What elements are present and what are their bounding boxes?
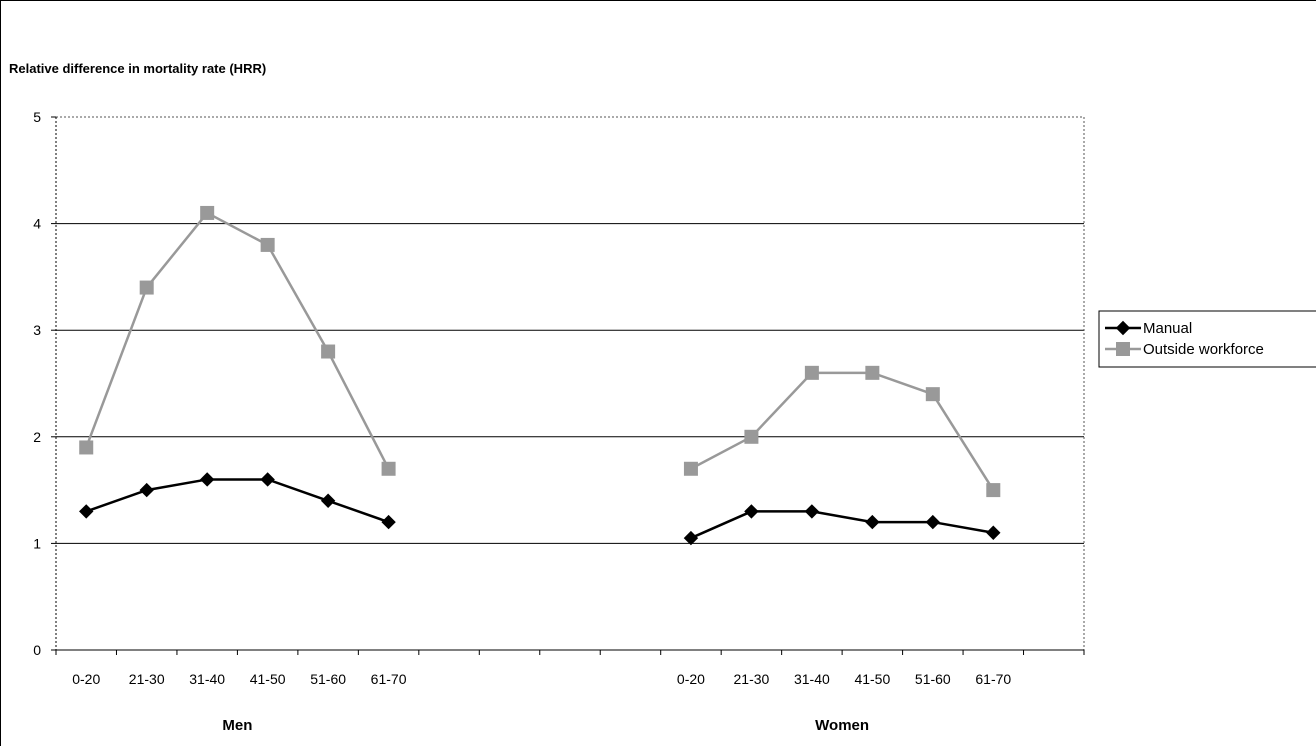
data-point	[321, 344, 336, 359]
grid-lines	[56, 223, 1084, 544]
x-tick-label: 0-20	[677, 671, 705, 687]
data-point	[79, 504, 94, 519]
y-axis-title: Relative difference in mortality rate (H…	[9, 61, 266, 76]
group-label: Women	[815, 717, 869, 734]
series-line	[85, 211, 390, 470]
series-outside-workforce	[79, 205, 396, 476]
series-line	[690, 510, 994, 540]
legend-marker	[1116, 342, 1130, 356]
x-tick-label: 51-60	[310, 671, 346, 687]
legend: Manual Outside workforce	[1098, 310, 1316, 368]
data-point	[865, 514, 880, 530]
data-point	[744, 429, 759, 444]
series-manual	[683, 504, 1001, 546]
series-manual	[79, 472, 396, 530]
data-point	[260, 237, 275, 252]
data-point	[925, 387, 940, 402]
data-point	[804, 365, 819, 380]
data-point	[865, 365, 880, 380]
data-point	[683, 461, 698, 476]
series-line	[85, 478, 390, 524]
axes	[51, 116, 1085, 655]
x-tick-label: 61-70	[975, 671, 1011, 687]
legend-box	[1098, 310, 1316, 368]
legend-label: Manual	[1143, 320, 1192, 337]
y-tick-label: 3	[33, 322, 41, 338]
x-tick-label: 41-50	[854, 671, 890, 687]
data-point	[381, 514, 396, 530]
y-tick-label: 2	[33, 429, 41, 445]
series-line	[690, 371, 995, 491]
data-point	[804, 504, 820, 519]
axis-labels: 0 1 2 3 4 5 0-20 21-30 31-40 41-50 51-60 61-70 Men 0-…	[33, 109, 1011, 734]
data-point	[79, 440, 94, 455]
y-tick-label: 0	[33, 642, 41, 658]
data-point	[986, 483, 1001, 498]
data-point	[139, 280, 154, 295]
x-tick-label: 61-70	[371, 671, 407, 687]
data-point	[744, 504, 759, 519]
data-point	[925, 514, 941, 530]
data-point	[260, 472, 275, 487]
y-tick-label: 4	[33, 216, 41, 232]
data-point	[986, 525, 1001, 540]
x-tick-label: 31-40	[189, 671, 225, 687]
x-tick-label: 0-20	[72, 671, 100, 687]
data-point	[683, 530, 699, 546]
x-tick-label: 51-60	[915, 671, 951, 687]
data-point	[381, 461, 396, 476]
x-tick-label: 21-30	[129, 671, 165, 687]
legend-label: Outside workforce	[1143, 341, 1264, 358]
data-point	[200, 205, 215, 220]
y-tick-label: 1	[33, 535, 41, 551]
x-tick-label: 31-40	[794, 671, 830, 687]
legend-marker	[1115, 320, 1131, 336]
x-tick-label: 41-50	[250, 671, 286, 687]
series-outside-workforce	[683, 365, 1001, 498]
group-label: Men	[222, 717, 252, 734]
data-point	[139, 482, 154, 498]
x-tick-label: 21-30	[734, 671, 770, 687]
series	[79, 205, 1001, 546]
data-point	[320, 493, 336, 508]
y-tick-label: 5	[33, 109, 41, 125]
data-point	[199, 472, 215, 487]
